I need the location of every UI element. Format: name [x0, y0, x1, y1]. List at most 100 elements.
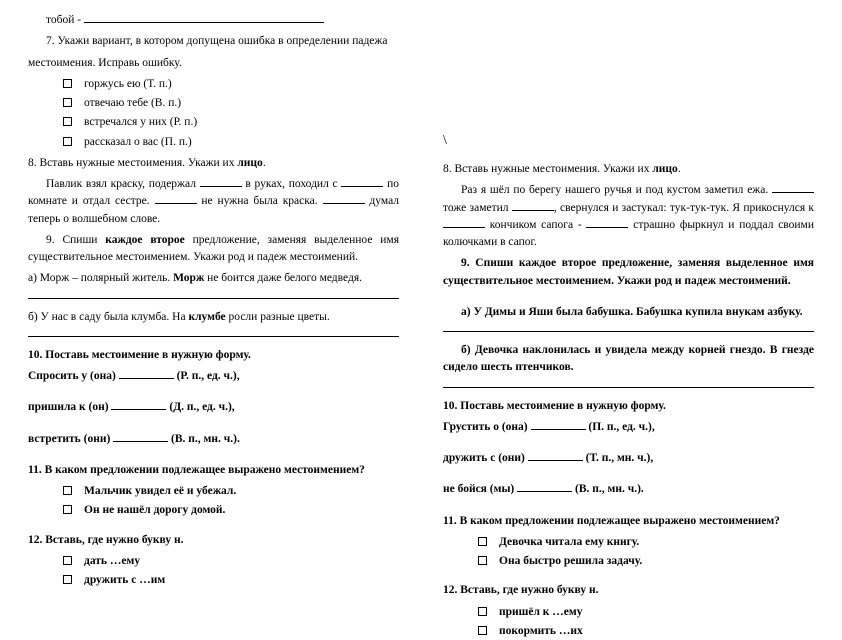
t: (Т. п., мн. ч.),	[583, 452, 654, 464]
blank-line	[84, 13, 324, 23]
rule-line	[28, 298, 399, 299]
q12-head: 12. Вставь, где нужно букву н.	[28, 532, 399, 549]
checkbox-icon[interactable]	[63, 575, 72, 584]
line-toboj: тобой -	[28, 12, 399, 29]
opt-text: Мальчик увидел её и убежал.	[84, 485, 236, 497]
t: 8. Вставь нужные местоимения. Укажи их	[443, 163, 652, 175]
checkbox-icon[interactable]	[478, 626, 487, 635]
q12-opt-0: дать …ему	[63, 553, 399, 570]
checkbox-icon[interactable]	[63, 117, 72, 126]
q8-head: 8. Вставь нужные местоимения. Укажи их л…	[443, 161, 814, 178]
q10-l3: встретить (они) (В. п., мн. ч.).	[28, 431, 399, 448]
opt-text: Она быстро решила задачу.	[499, 555, 642, 567]
t: Спросить у (она)	[28, 370, 119, 382]
t: встретить (они)	[28, 433, 113, 445]
t: не бойся (мы)	[443, 483, 517, 495]
q9-head: 9. Спиши каждое второе предложение, заме…	[443, 255, 814, 290]
t: Павлик взял краску, подержал	[46, 178, 200, 190]
opt-text: рассказал о вас (П. п.)	[84, 136, 192, 148]
q10-head: 10. Поставь местоимение в нужную форму.	[443, 398, 814, 415]
right-column: \ 8. Вставь нужные местоимения. Укажи их…	[421, 0, 842, 595]
opt-text: Девочка читала ему книгу.	[499, 536, 639, 548]
q12-opt-0: пришёл к …ему	[478, 604, 814, 621]
q11-opt-0: Мальчик увидел её и убежал.	[63, 483, 399, 500]
opt-text: дружить с …им	[84, 574, 165, 586]
t: тоже заметил	[443, 202, 512, 214]
q11-head: 11. В каком предложении подлежащее выраж…	[28, 462, 399, 479]
q10-l1: Грустить о (она) (П. п., ед. ч.),	[443, 419, 814, 436]
checkbox-icon[interactable]	[63, 505, 72, 514]
t: , свернулся и застукал: тук-тук-тук. Я п…	[554, 202, 814, 214]
blank	[155, 194, 197, 204]
blank	[323, 194, 365, 204]
t: 9. Спиши	[46, 234, 105, 246]
q12-opt-1: покормить …их	[478, 623, 814, 640]
q7-line1: 7. Укажи вариант, в котором допущена оши…	[28, 33, 399, 50]
left-column: тобой - 7. Укажи вариант, в котором допу…	[0, 0, 421, 595]
q10-l2: пришила к (он) (Д. п., ед. ч.),	[28, 399, 399, 416]
checkbox-icon[interactable]	[63, 137, 72, 146]
t: росли разные цветы.	[226, 311, 330, 323]
q7-opt-0: горжусь ею (Т. п.)	[63, 76, 399, 93]
q11-opt-1: Она быстро решила задачу.	[478, 553, 814, 570]
t: б) У нас в саду была клумба. На	[28, 311, 188, 323]
q11-head: 11. В каком предложении подлежащее выраж…	[443, 513, 814, 530]
blank	[113, 432, 168, 442]
q8-body: Раз я шёл по берегу нашего ручья и под к…	[443, 182, 814, 251]
dot: .	[263, 157, 266, 169]
q9-ex-b: б) Девочка наклонилась и увидела между к…	[443, 342, 814, 377]
t: (В. п., мн. ч.).	[572, 483, 644, 495]
opt-text: встречался у них (Р. п.)	[84, 116, 197, 128]
opt-text: отвечаю тебе (В. п.)	[84, 97, 181, 109]
opt-text: горжусь ею (Т. п.)	[84, 78, 172, 90]
checkbox-icon[interactable]	[478, 556, 487, 565]
rule-line	[443, 387, 814, 388]
q12-head: 12. Вставь, где нужно букву н.	[443, 582, 814, 599]
blank	[443, 218, 485, 228]
text-bold: лицо	[237, 157, 262, 169]
blank	[512, 201, 554, 211]
opt-text: дать …ему	[84, 555, 140, 567]
blank	[517, 482, 572, 492]
checkbox-icon[interactable]	[478, 537, 487, 546]
checkbox-icon[interactable]	[478, 607, 487, 616]
checkbox-icon[interactable]	[63, 79, 72, 88]
t: (Д. п., ед. ч.),	[166, 401, 234, 413]
tb: Морж	[173, 272, 204, 284]
t: не боится даже белого медведя.	[204, 272, 362, 284]
q9-ex-a: а) Морж – полярный житель. Морж не боитс…	[28, 270, 399, 287]
blank	[111, 400, 166, 410]
t: дружить с (они)	[443, 452, 528, 464]
q7-opt-2: встречался у них (Р. п.)	[63, 114, 399, 131]
opt-text: Он не нашёл дорогу домой.	[84, 504, 225, 516]
q7-opt-1: отвечаю тебе (В. п.)	[63, 95, 399, 112]
tb: клумбе	[188, 311, 225, 323]
tb: каждое второе	[105, 234, 184, 246]
q8-body: Павлик взял краску, подержал в руках, по…	[28, 176, 399, 228]
t: в руках, походил с	[242, 178, 342, 190]
tb: лицо	[652, 163, 677, 175]
q8-head: 8. Вставь нужные местоимения. Укажи их л…	[28, 155, 399, 172]
q10-head: 10. Поставь местоимение в нужную форму.	[28, 347, 399, 364]
blank	[772, 183, 814, 193]
t: (В. п., мн. ч.).	[168, 433, 240, 445]
checkbox-icon[interactable]	[63, 486, 72, 495]
t: не нужна была краска.	[197, 195, 323, 207]
t: 9. Спиши	[461, 257, 519, 269]
blank	[341, 177, 383, 187]
q10-l1: Спросить у (она) (Р. п., ед. ч.),	[28, 368, 399, 385]
blank	[531, 420, 586, 430]
q7-line2: местоимения. Исправь ошибку.	[28, 55, 399, 72]
q9-ex-a: а) У Димы и Яши была бабушка. Бабушка ку…	[443, 304, 814, 321]
t: Грустить о (она)	[443, 421, 531, 433]
rule-line	[443, 331, 814, 332]
checkbox-icon[interactable]	[63, 556, 72, 565]
blank	[586, 218, 628, 228]
t: а) Морж – полярный житель.	[28, 272, 173, 284]
text: тобой -	[46, 14, 81, 26]
opt-text: покормить …их	[499, 625, 583, 637]
checkbox-icon[interactable]	[63, 98, 72, 107]
t: Раз я шёл по берегу нашего ручья и под к…	[461, 184, 772, 196]
text: 8. Вставь нужные местоимения. Укажи их	[28, 157, 237, 169]
tb: каждое второе	[519, 257, 596, 269]
